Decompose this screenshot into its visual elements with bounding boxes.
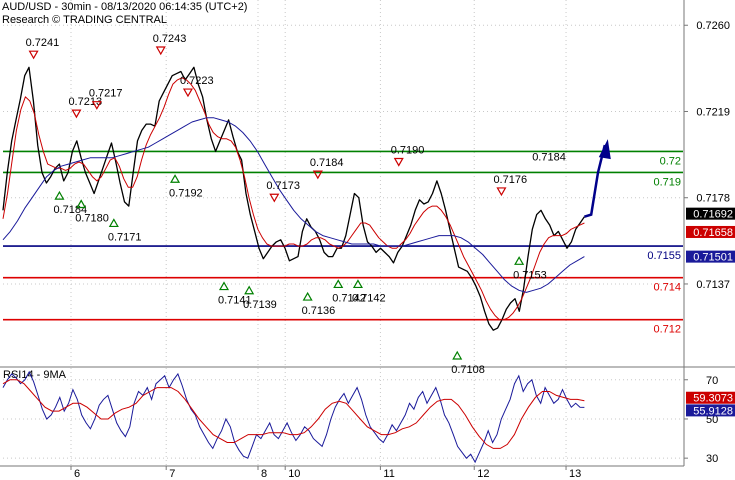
rsi-y-tick-label: 50: [706, 414, 718, 426]
forecast-line: [584, 144, 607, 218]
peak-label: 0.7243: [153, 33, 187, 45]
peak-marker: [91, 101, 102, 110]
rsi-series-rsi_ma: [2, 379, 585, 449]
y-tick-label: 0.7219: [696, 106, 730, 118]
rsi-series-rsi: [2, 370, 585, 464]
level-label: 0.719: [653, 176, 681, 188]
peak-marker: [182, 88, 193, 98]
peak-label: 0.7173: [266, 180, 300, 192]
peak-marker: [71, 109, 82, 119]
trough-label: 0.7171: [108, 231, 142, 243]
peak-marker: [312, 170, 323, 180]
peak-label: 0.7184: [310, 157, 344, 169]
y-tick-label: 0.7178: [696, 193, 730, 205]
rsi-title: RSI14 - 9MA: [3, 369, 67, 381]
series-ma_slow: [2, 117, 585, 293]
trough-marker: [333, 279, 344, 289]
trough-marker: [244, 285, 255, 295]
peak-label: 0.7176: [493, 174, 527, 186]
trough-label: 0.7153: [513, 269, 547, 281]
trough-marker: [108, 218, 119, 228]
trough-marker: [452, 350, 463, 360]
x-tick-label: 8: [261, 468, 267, 480]
x-tick-label: 12: [477, 468, 489, 480]
trough-marker: [76, 199, 87, 209]
y-tick-label: 0.7137: [696, 279, 730, 291]
x-tick-label: 11: [383, 468, 394, 480]
level-label: 0.714: [653, 282, 681, 294]
trough-marker: [352, 279, 363, 289]
level-label: 0.72: [660, 155, 681, 167]
rsi-badge-label: 55.9128: [693, 405, 733, 417]
peak-marker: [393, 157, 404, 167]
peak-marker: [496, 187, 507, 197]
peak-label: 0.7190: [391, 144, 425, 156]
level-label: 0.712: [653, 324, 681, 336]
trough-label: 0.7136: [302, 305, 336, 317]
trough-marker: [514, 256, 525, 265]
trough-label: 0.7108: [451, 364, 485, 376]
forecast-arrowhead: [598, 139, 611, 160]
trough-label: 0.7139: [243, 299, 277, 311]
price-badge-price: [686, 207, 735, 220]
price-badge-label: 0.71658: [693, 227, 733, 239]
y-tick-label: 0.7260: [696, 20, 730, 32]
trough-label: 0.7142: [352, 292, 386, 304]
rsi-badge-label: 59.3073: [693, 393, 733, 405]
rsi-badge-rsi: [686, 404, 735, 417]
price-badge-label: 0.71692: [693, 209, 733, 221]
price-badge-ma_slow: [686, 250, 735, 263]
trough-marker: [54, 190, 65, 200]
series-ma_fast: [2, 77, 585, 321]
rsi-badge-rsi_ma: [686, 391, 735, 404]
peak-label: 0.7241: [26, 37, 60, 49]
x-tick-label: 10: [288, 468, 300, 480]
peak-marker: [269, 193, 280, 203]
trough-label: 0.7142: [332, 292, 366, 304]
chart-subtitle: Research © TRADING CENTRAL: [2, 14, 167, 26]
peak-label: 0.7223: [180, 75, 214, 87]
trough-marker: [218, 281, 230, 291]
series-price: [2, 66, 585, 331]
x-tick-label: 13: [569, 468, 581, 480]
rsi-y-tick-label: 70: [706, 375, 718, 387]
x-tick-label: 6: [74, 468, 80, 480]
price-badge-label: 0.71501: [693, 252, 733, 264]
trough-label: 0.7141: [218, 295, 252, 307]
target-label: 0.7184: [532, 151, 566, 163]
chart-title: AUD/USD - 30min - 08/13/2020 06:14:35 (U…: [2, 1, 248, 13]
peak-label: 0.7213: [68, 96, 102, 108]
trough-marker: [170, 174, 181, 183]
price-badge-ma_fast: [686, 225, 735, 238]
peak-marker: [155, 46, 166, 56]
rsi-y-tick-label: 30: [706, 453, 718, 465]
peak-label: 0.7217: [89, 88, 123, 100]
trough-marker: [302, 291, 313, 301]
trough-label: 0.7192: [169, 187, 203, 199]
peak-marker: [28, 50, 39, 60]
trough-label: 0.7180: [75, 213, 109, 225]
x-tick-label: 7: [169, 468, 175, 480]
level-label: 0.7155: [647, 250, 681, 262]
